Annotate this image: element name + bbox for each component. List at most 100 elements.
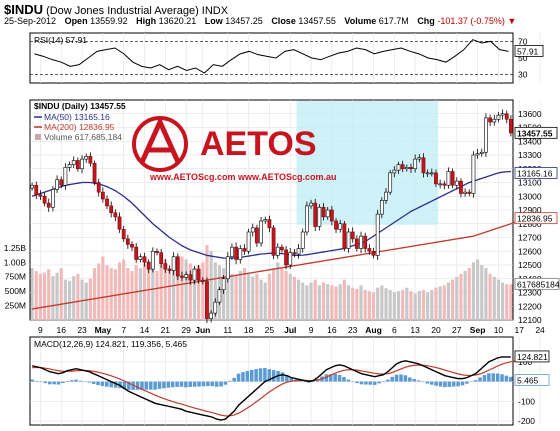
candle-body bbox=[350, 231, 355, 240]
candle-body bbox=[267, 219, 272, 229]
x-tick-label: 13 bbox=[410, 325, 420, 335]
high-label: High bbox=[136, 16, 157, 26]
macd-histogram-bar bbox=[350, 381, 355, 383]
volume-bar bbox=[467, 268, 471, 320]
volume-tick-label: 250M bbox=[5, 301, 26, 311]
candle-body bbox=[213, 301, 218, 314]
macd-histogram-bar bbox=[434, 381, 438, 386]
candle-body bbox=[51, 189, 55, 208]
volume-bar bbox=[117, 262, 122, 320]
volume-bar bbox=[105, 265, 109, 320]
volume-bar bbox=[476, 259, 480, 320]
candle-body bbox=[184, 274, 189, 278]
candle-body bbox=[392, 169, 397, 174]
macd-histogram-bar bbox=[443, 381, 447, 388]
volume-bar bbox=[230, 273, 234, 320]
macd-histogram-bar bbox=[105, 381, 109, 387]
candle-body bbox=[459, 180, 463, 194]
volume-bar bbox=[405, 287, 409, 320]
x-tick-label: 21 bbox=[161, 325, 171, 335]
candle-body bbox=[30, 184, 34, 189]
macd-histogram-bar bbox=[280, 372, 285, 382]
volume-bar bbox=[180, 256, 184, 320]
volume-bar bbox=[101, 256, 105, 320]
price-tick-label: 12300 bbox=[518, 288, 542, 298]
chg-value: -101.37 (-0.75%) bbox=[437, 16, 505, 26]
macd-histogram-bar bbox=[368, 381, 373, 385]
volume-bar bbox=[509, 284, 513, 320]
volume-bar bbox=[155, 270, 159, 320]
watermark-urls: www.AETOScg.com www.AETOScg.com.au bbox=[149, 172, 337, 182]
macd-histogram-bar bbox=[166, 381, 171, 388]
volume-bar bbox=[351, 287, 355, 320]
macd-last-label: 5.465 bbox=[517, 376, 539, 386]
volume-last-box bbox=[514, 277, 560, 290]
candle-body bbox=[242, 248, 247, 252]
rsi-tick-label: 50 bbox=[518, 53, 528, 63]
ma50-line bbox=[31, 170, 511, 259]
price-last-box bbox=[514, 126, 558, 139]
candle-body bbox=[113, 212, 118, 218]
volume-bar bbox=[238, 270, 242, 320]
candle-body bbox=[309, 202, 313, 207]
candle-body bbox=[180, 275, 184, 278]
macd-histogram-bar bbox=[232, 377, 236, 382]
volume-bar bbox=[267, 273, 272, 320]
macd-histogram-bar bbox=[377, 381, 381, 384]
price-tick-label: 12600 bbox=[518, 246, 542, 256]
price-tick-label: 13100 bbox=[518, 178, 542, 188]
candle-body bbox=[234, 246, 238, 260]
volume-bar bbox=[280, 268, 284, 320]
volume-bar bbox=[259, 279, 263, 320]
macd-histogram-bar bbox=[109, 381, 113, 388]
candle-body bbox=[363, 235, 368, 249]
volume-bar bbox=[446, 282, 451, 320]
volume-bar bbox=[396, 291, 401, 320]
macd-histogram-bar bbox=[430, 381, 434, 385]
volume-bar bbox=[84, 282, 88, 320]
x-tick-label: 14 bbox=[140, 325, 150, 335]
volume-bar bbox=[97, 263, 101, 320]
x-tick-label: 11 bbox=[223, 325, 232, 335]
volume-last-label: 617685184 bbox=[517, 279, 560, 289]
chg-label: Chg bbox=[417, 16, 435, 26]
macd-histogram-bar bbox=[179, 381, 184, 387]
volume-bar bbox=[505, 284, 509, 320]
price-legend-title: $INDU (Daily) 13457.55 bbox=[34, 101, 126, 111]
macd-histogram-bar bbox=[157, 381, 162, 389]
macd-histogram-bar bbox=[355, 381, 359, 384]
price-tick-label: 13600 bbox=[518, 109, 542, 119]
candle-body bbox=[429, 172, 434, 175]
volume-bar bbox=[197, 265, 201, 320]
macd-histogram-bar bbox=[74, 379, 78, 382]
chart-title: $INDU (Dow Jones Industrial Average) IND… bbox=[4, 2, 228, 17]
volume-bar bbox=[434, 287, 438, 320]
macd-histogram-bar bbox=[403, 375, 408, 382]
candle-body bbox=[134, 246, 139, 260]
x-tick-label: 17 bbox=[515, 325, 525, 335]
x-tick-label: 23 bbox=[77, 325, 87, 335]
candle-body bbox=[367, 248, 372, 252]
volume-bar bbox=[276, 262, 280, 320]
volume-bar bbox=[471, 262, 476, 320]
volume-bar bbox=[426, 292, 430, 320]
macd-last-label: 124.821 bbox=[517, 352, 548, 362]
candle-body bbox=[38, 194, 43, 197]
macd-histogram-bar bbox=[337, 374, 342, 382]
candle-body bbox=[500, 113, 505, 116]
candle-body bbox=[417, 157, 422, 160]
volume-bar bbox=[430, 290, 434, 320]
macd-histogram-bar bbox=[346, 379, 351, 382]
volume-bar bbox=[72, 276, 76, 320]
candle-body bbox=[205, 281, 209, 319]
volume-bar bbox=[288, 273, 292, 320]
macd-histogram-bar bbox=[408, 377, 412, 382]
candle-body bbox=[175, 256, 180, 277]
volume-bar bbox=[455, 276, 459, 320]
candle-body bbox=[488, 117, 492, 123]
volume-bar bbox=[167, 268, 172, 320]
x-tick-label: 20 bbox=[431, 325, 441, 335]
volume-bar bbox=[76, 273, 80, 320]
candle-body bbox=[479, 151, 484, 154]
volume-bar bbox=[134, 265, 138, 320]
